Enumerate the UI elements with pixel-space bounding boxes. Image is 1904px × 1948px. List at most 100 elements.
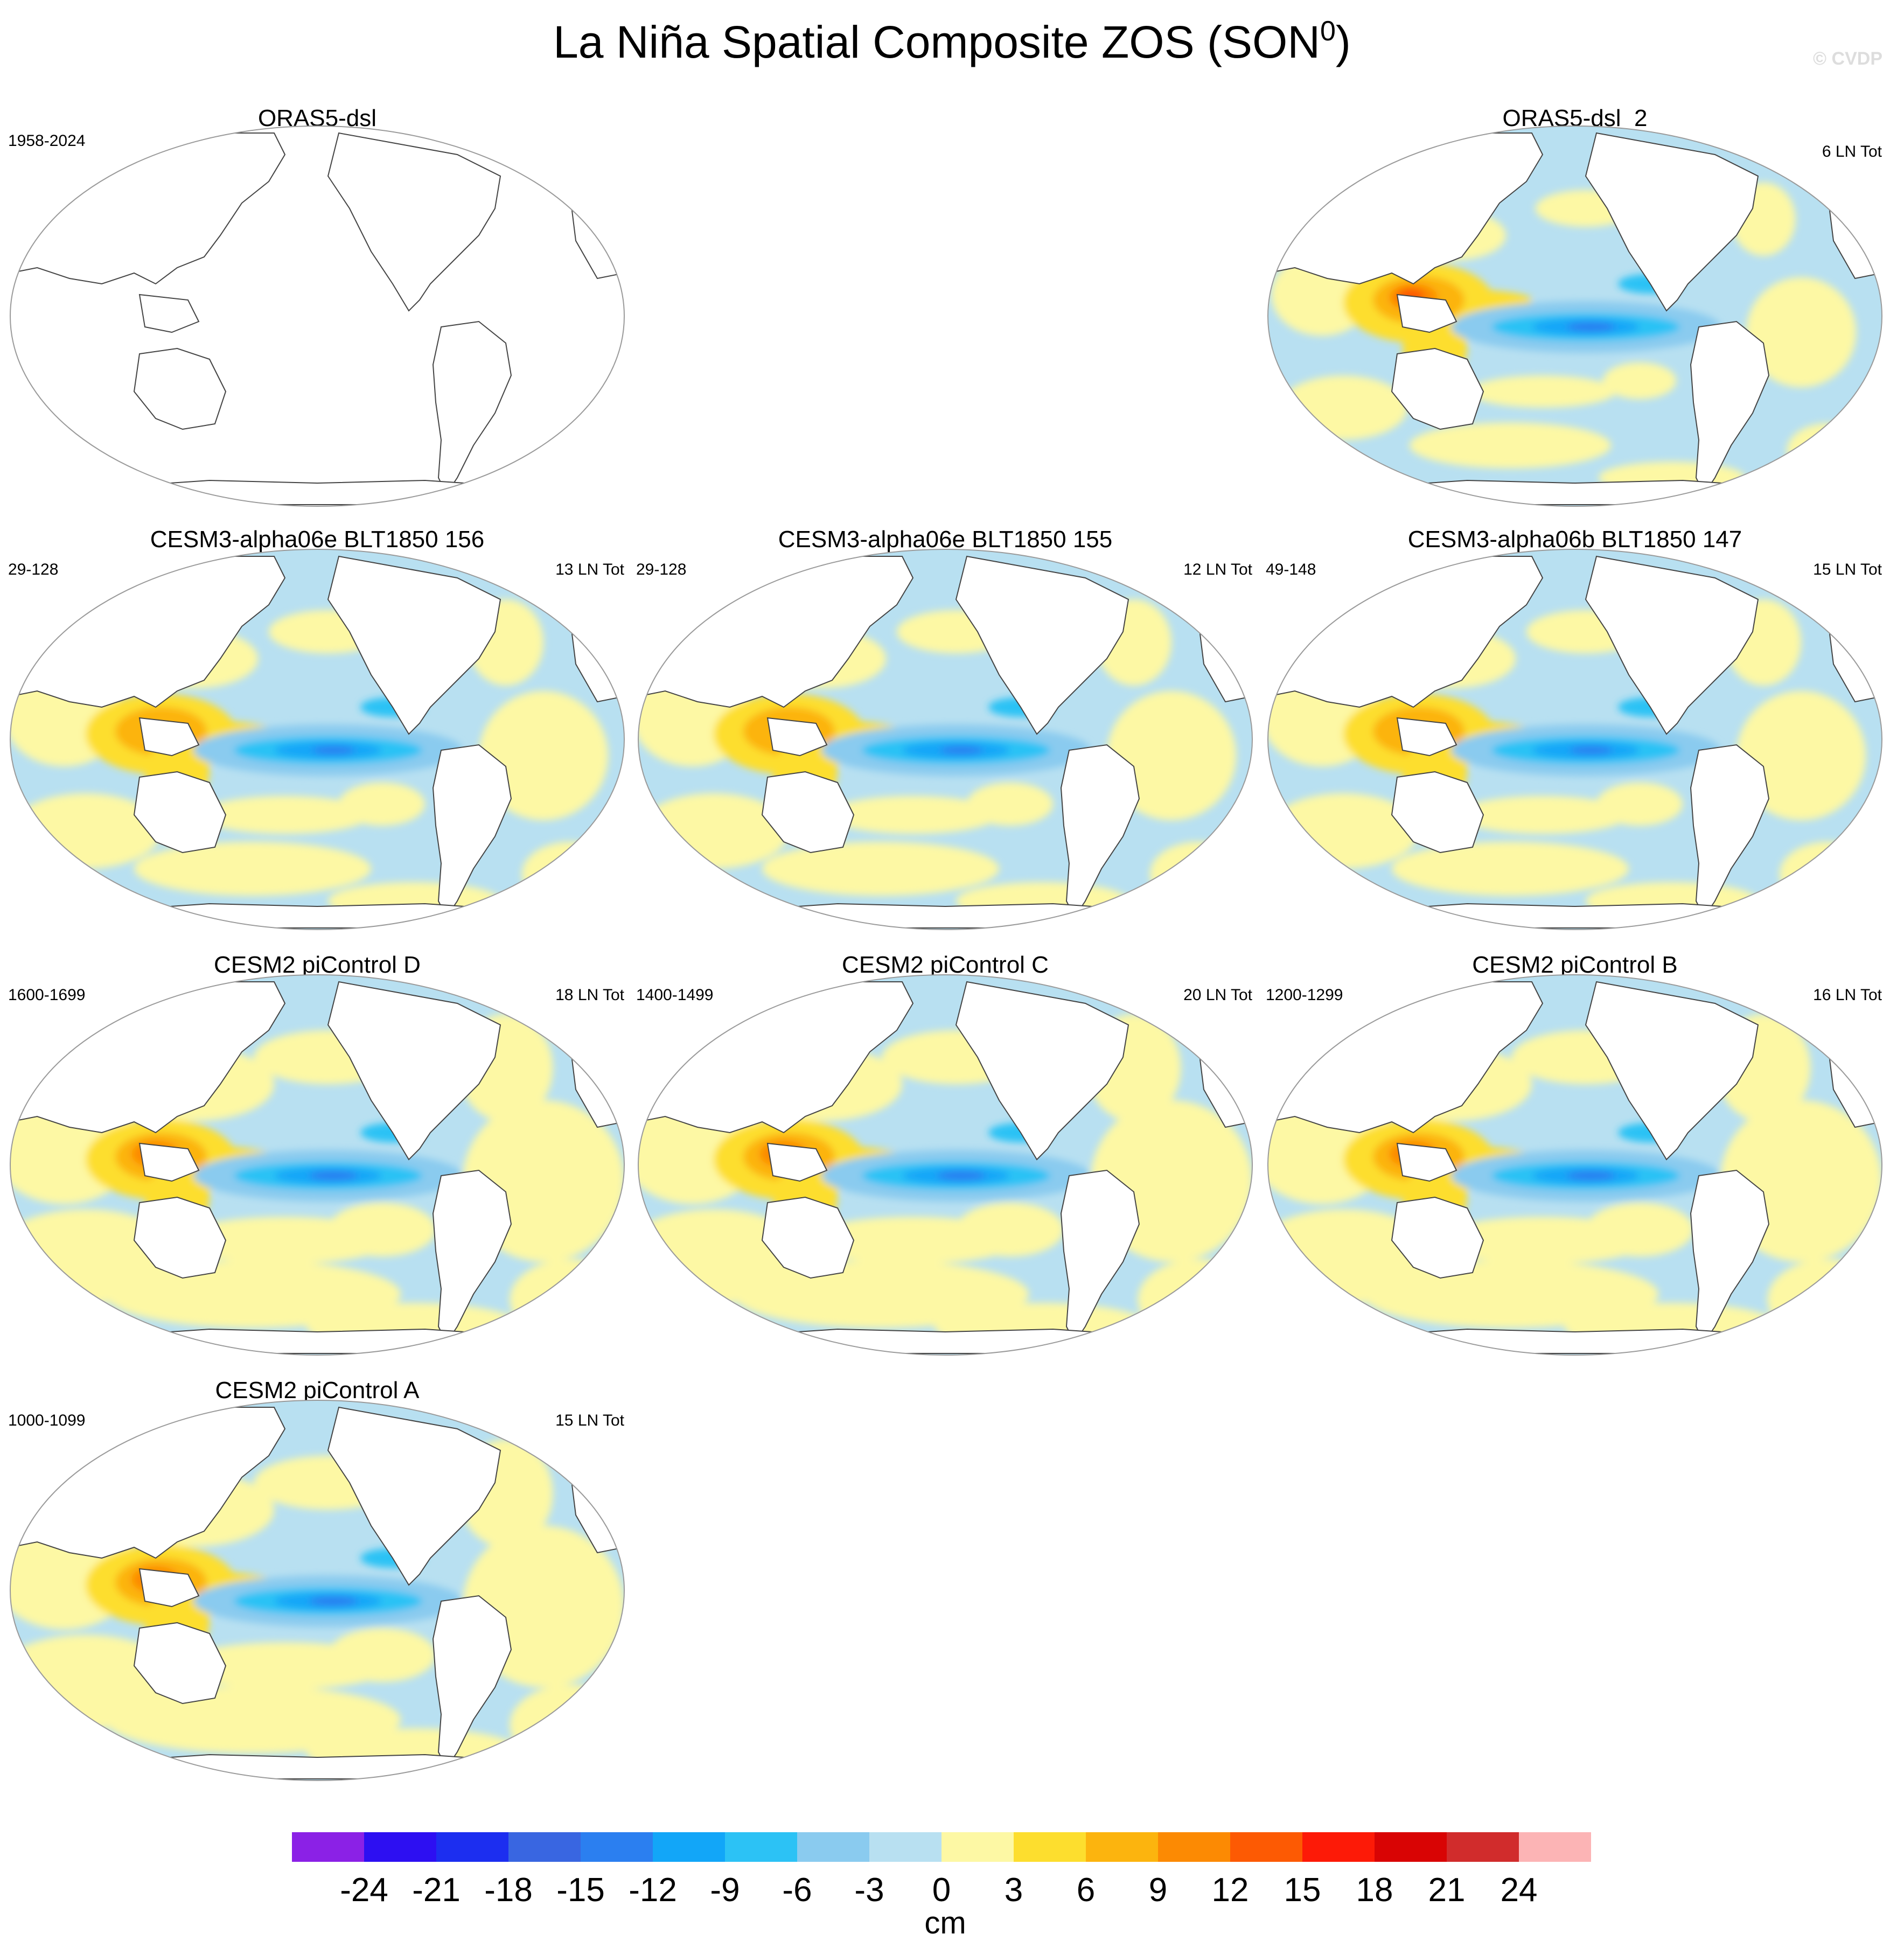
panel-event-count: 16 LN Tot [1813, 986, 1882, 1004]
sst-field [638, 549, 1252, 930]
sst-field [1268, 975, 1882, 1355]
map-panel [10, 974, 625, 1356]
colorbar-tick-label: 24 [1501, 1872, 1538, 1909]
land-australia [133, 771, 227, 854]
figure-title-close: ) [1335, 17, 1351, 67]
panel-title: CESM3-alpha06e BLT1850 156 [150, 526, 485, 553]
land-northAmerica [955, 555, 1129, 735]
land-southAmerica [1060, 1169, 1140, 1344]
panel-period-label: 29-128 [636, 561, 687, 578]
map-panel [1267, 974, 1882, 1356]
map-border [638, 974, 1253, 1356]
panel-title: CESM2 piControl B [1472, 952, 1678, 978]
colorbar-swatch [508, 1832, 581, 1862]
land-maritime [766, 1142, 828, 1182]
colorbar-unit-label: cm [924, 1905, 966, 1940]
sst-field [1268, 549, 1882, 930]
land-australia [133, 347, 227, 430]
land-australia [1391, 771, 1484, 854]
land-southAmerica [432, 744, 512, 918]
land-southAmerica [1690, 1169, 1770, 1344]
land-northAmerica [327, 555, 501, 735]
land-antarctica [719, 903, 1172, 928]
colorbar-swatch [797, 1832, 869, 1862]
land-maritime [138, 1568, 200, 1608]
land-asiaEurope [10, 132, 286, 285]
panel-period-label: 49-148 [1266, 561, 1316, 578]
land-antarctica [1348, 903, 1802, 928]
land-northAmerica [327, 981, 501, 1161]
map-panel [10, 125, 625, 507]
land-southAmerica [1690, 320, 1770, 495]
colorbar-swatch [1086, 1832, 1158, 1862]
panel-event-count: 20 LN Tot [1183, 986, 1252, 1004]
colorbar-tick-label: 12 [1212, 1872, 1249, 1909]
land-southAmerica [432, 1595, 512, 1769]
panel-period-label: 1400-1499 [636, 986, 714, 1004]
land-northAmerica [327, 132, 501, 312]
panel-event-count: 13 LN Tot [555, 561, 624, 578]
continents [10, 132, 624, 505]
watermark: © CVDP [1813, 48, 1882, 69]
sst-field [10, 132, 624, 505]
panel-event-count: 15 LN Tot [1813, 561, 1882, 578]
colorbar-swatch [364, 1832, 436, 1862]
map-panel [10, 549, 625, 930]
colorbar-swatch [1014, 1832, 1086, 1862]
map-border [1267, 549, 1882, 930]
land-antarctica [1348, 1328, 1802, 1354]
panel-event-count: 12 LN Tot [1183, 561, 1252, 578]
colorbar-tick-label: 3 [1005, 1872, 1023, 1909]
land-maritime [138, 1142, 200, 1182]
colorbar-swatch [653, 1832, 725, 1862]
map-panel [638, 549, 1253, 930]
colorbar-tick-label: 6 [1077, 1872, 1095, 1909]
map-border [10, 549, 625, 930]
panel-title: CESM3-alpha06e BLT1850 155 [778, 526, 1113, 553]
colorbar: -24 -21 -18 -15 -12 -9 -6 -3 0 3 6 9 12 15 18 21 24 cm [292, 1832, 1591, 1940]
map-border [1267, 125, 1882, 507]
land-antarctica [90, 903, 544, 928]
map-panel [1267, 549, 1882, 930]
map-panel [10, 1400, 625, 1781]
panel-period-label: 29-128 [8, 561, 59, 578]
land-northAmerica [327, 1406, 501, 1586]
land-northAmerica [1585, 981, 1759, 1161]
colorbar-swatch [1302, 1832, 1375, 1862]
map-border [10, 1400, 625, 1781]
sst-field [10, 549, 624, 930]
panel-title: ORAS5-dsl [257, 105, 377, 131]
panel-period-label: 1200-1299 [1266, 986, 1343, 1004]
colorbar-swatch [1375, 1832, 1447, 1862]
land-northAmerica [1585, 555, 1759, 735]
map-border [1267, 974, 1882, 1356]
colorbar-tick-label: -12 [629, 1872, 677, 1909]
panel-period-label: 1000-1099 [8, 1412, 86, 1429]
land-australia [1391, 1196, 1484, 1279]
panel-title: CESM2 piControl C [842, 952, 1049, 978]
sst-field [1268, 126, 1882, 506]
land-maritime [1396, 717, 1457, 757]
sst-field [638, 975, 1252, 1355]
land-antarctica [90, 1328, 544, 1354]
sst-field [10, 1400, 624, 1781]
colorbar-tick-label: -6 [782, 1872, 812, 1909]
colorbar-tick-label: -24 [340, 1872, 388, 1909]
land-antarctica [90, 1754, 544, 1779]
colorbar-tick-label: -15 [556, 1872, 605, 1909]
map-border [10, 974, 625, 1356]
land-northAmerica [1585, 132, 1759, 312]
colorbar-swatch [869, 1832, 941, 1862]
land-southAmerica [1690, 744, 1770, 918]
panel-event-count: 18 LN Tot [555, 986, 624, 1004]
colorbar-tick-label: 18 [1356, 1872, 1393, 1909]
colorbar-swatch [581, 1832, 653, 1862]
panel-title: CESM3-alpha06b BLT1850 147 [1407, 526, 1742, 553]
colorbar-swatch [1447, 1832, 1519, 1862]
figure-title-text: La Niña Spatial Composite ZOS (SON [553, 17, 1320, 67]
colorbar-tick-label: -21 [412, 1872, 461, 1909]
land-australia [133, 1196, 227, 1279]
continents [638, 981, 1252, 1354]
land-antarctica [90, 479, 544, 505]
sst-field [10, 975, 624, 1355]
